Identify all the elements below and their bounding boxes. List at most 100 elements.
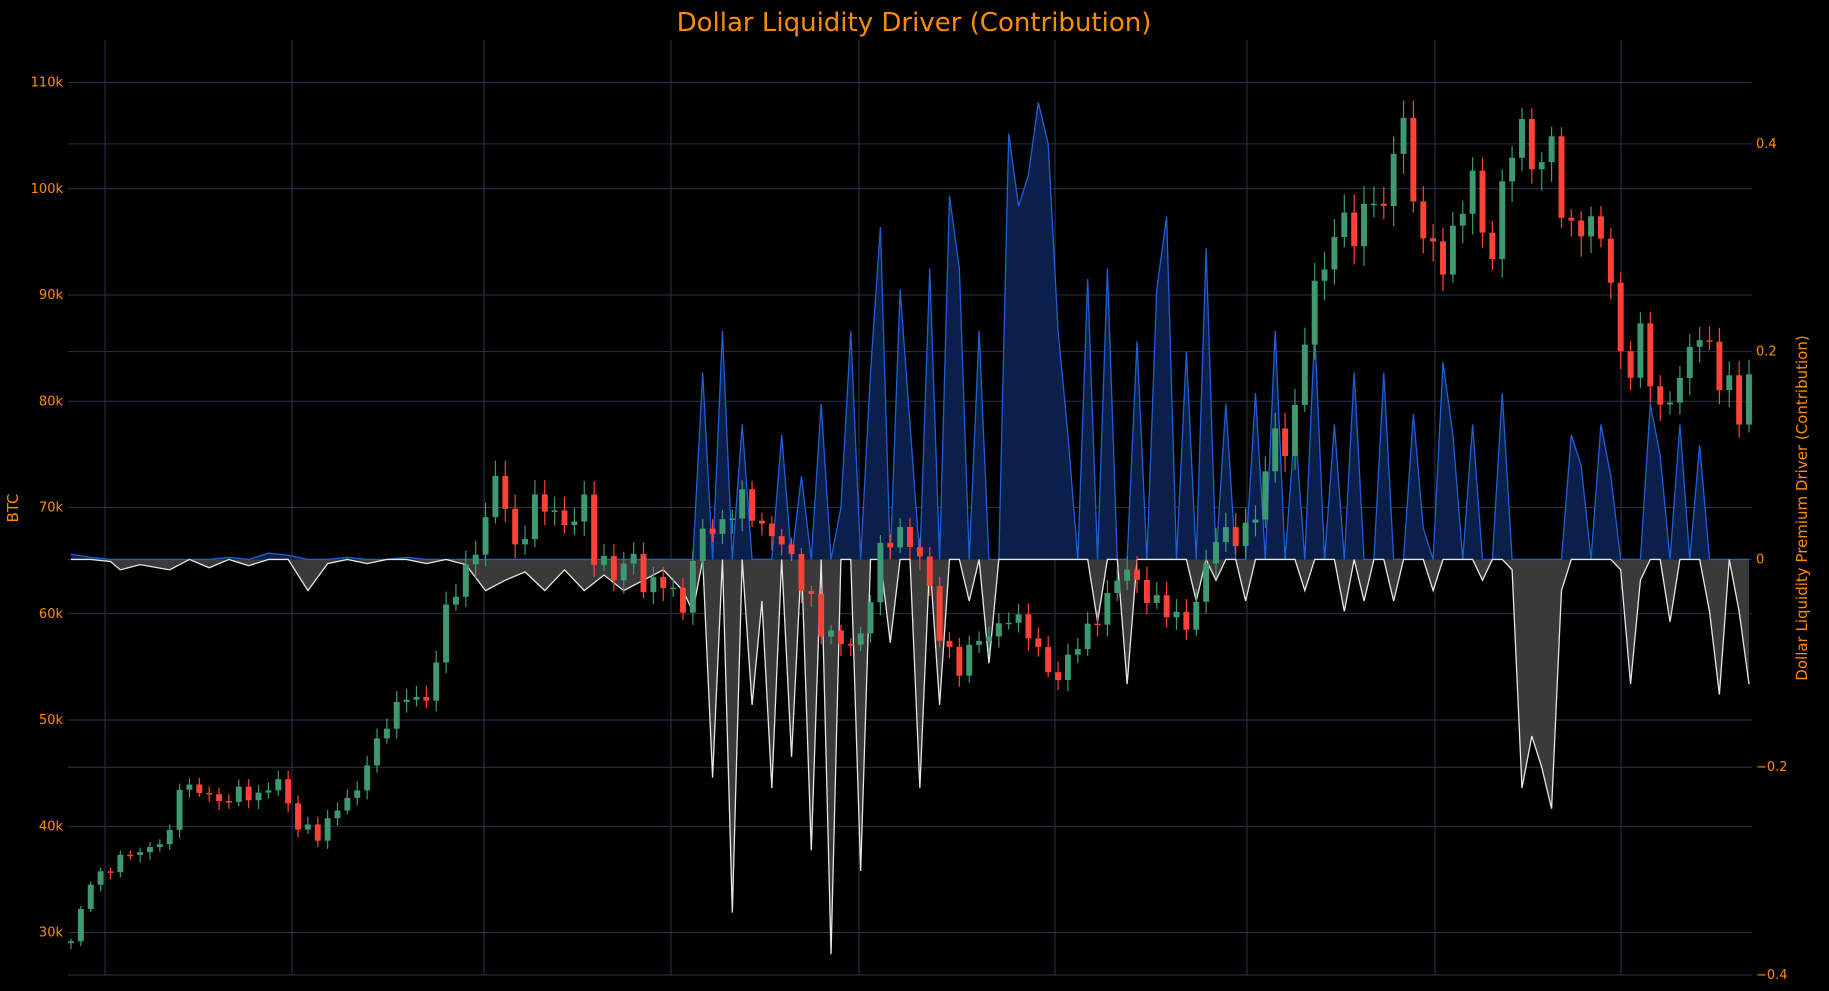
- contribution-area: [70, 102, 1750, 955]
- candle: [275, 771, 282, 797]
- candle: [1509, 146, 1516, 202]
- candle: [1311, 262, 1318, 360]
- candle: [837, 624, 844, 656]
- candle: [1459, 200, 1466, 244]
- candle: [1696, 326, 1703, 363]
- candle: [1499, 169, 1506, 278]
- candle: [1726, 361, 1733, 408]
- candle: [699, 518, 706, 574]
- candle: [1440, 227, 1446, 291]
- candle: [285, 770, 292, 813]
- candle: [137, 847, 144, 863]
- right-axis-title: Dollar Liquidity Premium Driver (Contrib…: [1793, 335, 1811, 680]
- candle: [541, 480, 548, 526]
- candle: [916, 537, 923, 571]
- candle: [522, 525, 529, 555]
- candle: [393, 691, 400, 739]
- candle: [117, 850, 124, 878]
- candle: [147, 842, 153, 860]
- negative-contribution-line: [71, 557, 1750, 955]
- candle: [1143, 566, 1150, 615]
- candle: [1390, 136, 1397, 227]
- candle: [798, 547, 805, 604]
- candle: [1055, 661, 1062, 690]
- candle: [709, 519, 716, 542]
- candle: [1746, 359, 1752, 433]
- candle: [492, 460, 499, 524]
- candle: [1134, 556, 1140, 594]
- candle: [1104, 580, 1111, 637]
- candle: [1736, 361, 1743, 438]
- candle: [166, 824, 173, 851]
- candle: [1262, 456, 1269, 528]
- candle: [739, 480, 746, 532]
- candle: [77, 906, 84, 947]
- candle: [1370, 186, 1377, 218]
- candle: [304, 816, 311, 835]
- candle: [156, 839, 163, 852]
- candle: [986, 626, 992, 653]
- candle: [768, 516, 775, 551]
- candle: [255, 784, 262, 810]
- grid: [68, 40, 1752, 976]
- candle: [1597, 206, 1604, 248]
- candle: [936, 576, 943, 648]
- candle: [778, 529, 785, 556]
- candle: [601, 544, 607, 572]
- candle: [1420, 186, 1427, 254]
- candle: [364, 755, 371, 800]
- positive-contribution-fill: [71, 102, 1749, 560]
- candle: [660, 566, 667, 602]
- candle: [1637, 312, 1644, 388]
- contribution-tick-label: −0.4: [1756, 968, 1788, 983]
- candle: [1005, 612, 1012, 630]
- candle: [995, 613, 1002, 648]
- candle: [1410, 100, 1417, 213]
- candle: [344, 789, 351, 815]
- candle: [127, 850, 134, 860]
- candle: [1282, 412, 1289, 472]
- candle: [97, 867, 104, 892]
- candle: [650, 566, 657, 604]
- candle: [610, 544, 617, 592]
- candle: [216, 787, 223, 811]
- candle: [1074, 637, 1081, 664]
- candle: [334, 802, 341, 826]
- btc-tick-label: 100k: [31, 182, 64, 197]
- candle: [581, 480, 588, 536]
- contribution-tick-label: 0.4: [1756, 137, 1777, 152]
- candle: [758, 512, 765, 536]
- btc-tick-label: 40k: [39, 819, 64, 834]
- candle: [186, 778, 193, 798]
- candle: [1045, 636, 1052, 678]
- candle: [68, 938, 74, 950]
- candle: [324, 810, 331, 849]
- candle: [265, 782, 272, 799]
- candle: [591, 481, 598, 577]
- candle: [354, 781, 361, 806]
- candle: [1676, 365, 1683, 415]
- candle: [897, 518, 904, 554]
- candle: [462, 550, 469, 607]
- candle: [87, 881, 94, 913]
- candle: [512, 494, 519, 559]
- candle: [433, 650, 440, 712]
- candle: [976, 631, 983, 653]
- candle: [630, 542, 637, 575]
- contribution-tick-label: 0.2: [1756, 345, 1777, 360]
- candle: [847, 638, 854, 656]
- candle: [1548, 126, 1555, 182]
- candle: [670, 577, 677, 598]
- candle: [1124, 556, 1131, 591]
- candle: [561, 496, 568, 534]
- candle: [1064, 643, 1071, 692]
- candle: [225, 794, 232, 809]
- contribution-tick-label: 0: [1756, 552, 1764, 567]
- btc-candles: [68, 100, 1752, 950]
- candle: [531, 479, 538, 548]
- candle: [956, 637, 963, 687]
- candle: [857, 627, 864, 652]
- left-axis-title: BTC: [4, 493, 22, 522]
- candle: [1094, 611, 1101, 637]
